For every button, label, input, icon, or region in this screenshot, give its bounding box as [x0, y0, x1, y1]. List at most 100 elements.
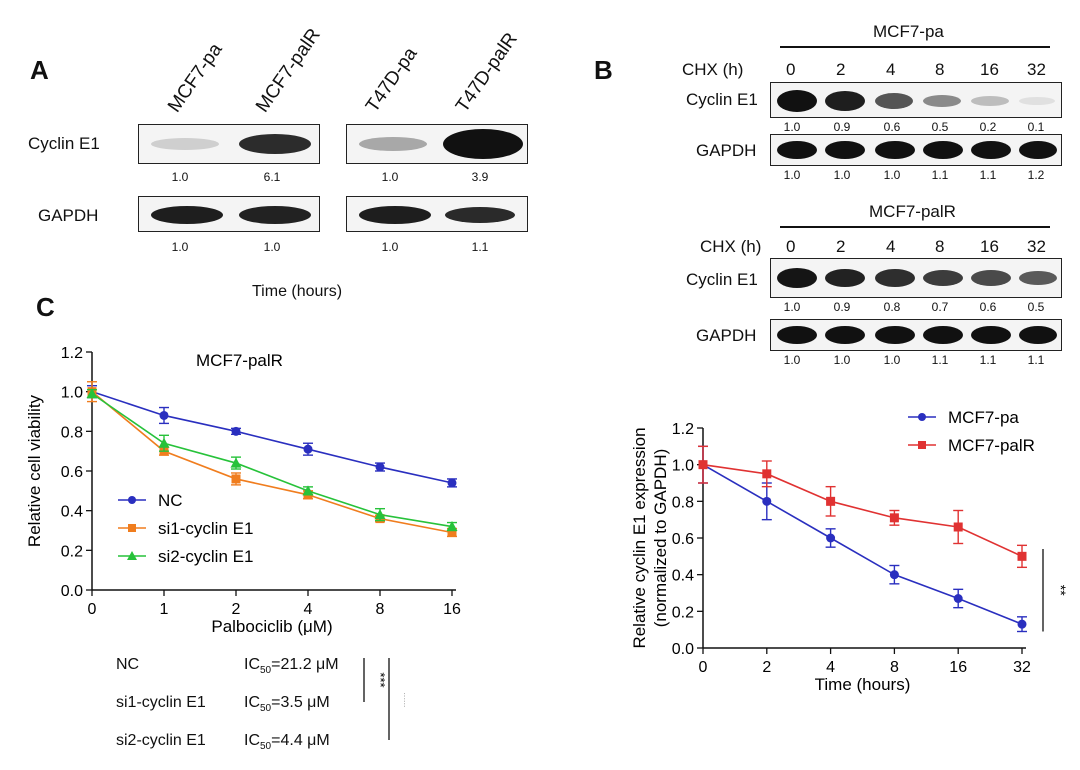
data-point: [128, 524, 136, 532]
quant: 1.0: [883, 353, 901, 367]
blot-a-gapdh-left: [138, 196, 320, 232]
blot2-chx-label: CHX (h): [700, 237, 762, 256]
data-point: [230, 457, 242, 468]
x-tick-label: 0: [88, 601, 97, 618]
data-point: [128, 496, 136, 504]
data-point: [158, 437, 170, 448]
blot1-row-gapdh: GAPDH: [696, 141, 757, 160]
x-tick-label: 16: [949, 659, 967, 676]
x-tick-label: 16: [443, 601, 461, 618]
band: [777, 141, 817, 159]
blot1-time: 8: [935, 60, 945, 79]
series-line: [702, 463, 1023, 625]
blot2-title-line: [780, 226, 1050, 228]
band: [151, 138, 219, 150]
blot1-time: 32: [1027, 60, 1046, 79]
viability-chart: 0.0 0.2 0.4 0.6 0.8 1.0 1.2 0 1 2 4 8 16 Palbociclib …: [25, 345, 461, 636]
data-point: [231, 474, 241, 484]
y-tick-label: 0.6: [672, 531, 694, 548]
y-axis-label: Relative cell viability: [25, 394, 44, 547]
x-axis-label: Palbociclib (μM): [211, 617, 332, 636]
blot1-gapdh-membrane: [770, 134, 1062, 166]
y-tick-label: 0.8: [61, 424, 83, 441]
x-tick-label: 1: [160, 601, 169, 618]
blot1-time: 4: [886, 60, 896, 79]
data-point: [447, 478, 457, 488]
band: [875, 93, 913, 109]
quant: 0.1: [1027, 120, 1045, 134]
blot2-row-cyclin: Cyclin E1: [686, 270, 758, 289]
data-point: [826, 496, 836, 506]
blot1-time: 2: [836, 60, 846, 79]
x-tick-label: 2: [762, 659, 771, 676]
quant: 1.0: [171, 240, 189, 254]
y-tick-label: 0.6: [61, 464, 83, 481]
quant: 0.5: [931, 120, 949, 134]
quant: 1.0: [263, 240, 281, 254]
quant: 3.9: [471, 170, 489, 184]
band: [151, 206, 223, 224]
band: [825, 269, 865, 287]
lane-label-mcf7-palr: MCF7-palR: [251, 24, 325, 117]
row-label-cyclin-e1: Cyclin E1: [28, 134, 100, 153]
x-tick-label: 32: [1013, 659, 1031, 676]
quant: 1.1: [931, 168, 949, 182]
quant: 1.0: [783, 300, 801, 314]
band: [445, 207, 515, 223]
quant: 1.1: [471, 240, 489, 254]
quant: 1.0: [171, 170, 189, 184]
lane-label-mcf7-pa: MCF7-pa: [163, 39, 227, 117]
data-point: [889, 513, 899, 523]
band: [971, 326, 1011, 344]
data-point: [762, 496, 772, 506]
band: [777, 326, 817, 344]
data-point: [1017, 619, 1027, 629]
band: [1019, 97, 1055, 105]
significance-label: **: [1053, 585, 1069, 596]
band: [1019, 141, 1057, 159]
data-point: [447, 527, 457, 537]
blot1-time: 16: [980, 60, 999, 79]
data-point: [1017, 551, 1027, 561]
panel-a-letter: A: [30, 55, 49, 85]
data-point: [446, 521, 458, 532]
legend-label: NC: [158, 491, 183, 510]
quant: 1.2: [1027, 168, 1045, 182]
lane-label-t47d-pa: T47D-pa: [361, 43, 422, 117]
legend-label: si1-cyclin E1: [158, 519, 253, 538]
blot1-cyclin-membrane: [770, 82, 1062, 118]
band: [777, 268, 817, 288]
band: [359, 137, 427, 151]
y-axis-label: (normalized to GAPDH): [651, 449, 670, 628]
blot2-time: 32: [1027, 237, 1046, 256]
data-point: [127, 551, 137, 560]
band: [923, 270, 963, 286]
y-tick-label: 0.0: [61, 583, 83, 600]
y-tick-label: 1.0: [61, 385, 83, 402]
quant: 0.9: [833, 300, 851, 314]
band: [359, 206, 431, 224]
x-tick-label: 8: [890, 659, 899, 676]
y-tick-label: 0.4: [672, 568, 694, 585]
quant: 0.8: [883, 300, 901, 314]
y-axis-label: Relative cyclin E1 expression: [630, 427, 649, 648]
quant: 0.5: [1027, 300, 1045, 314]
quant: 1.0: [783, 168, 801, 182]
quant: 0.7: [931, 300, 949, 314]
band: [875, 141, 915, 159]
data-point: [918, 441, 926, 449]
y-tick-label: 0.0: [672, 641, 694, 658]
ic50-name-si2: si2-cyclin E1: [116, 732, 206, 749]
data-point: [698, 460, 708, 470]
data-point: [231, 426, 241, 436]
ic50-value-si1: IC50=3.5 μM: [244, 694, 330, 715]
blot2-time: 8: [935, 237, 945, 256]
y-tick-label: 0.2: [672, 604, 694, 621]
series-line: [91, 390, 453, 484]
legend-label: MCF7-pa: [948, 408, 1019, 427]
y-tick-label: 0.4: [61, 504, 83, 521]
ic50-name-si1: si1-cyclin E1: [116, 694, 206, 711]
panel-b-letter: B: [594, 55, 613, 85]
sig-label-1: ***: [373, 672, 388, 687]
blot-a-cyclin-right: [346, 124, 528, 164]
